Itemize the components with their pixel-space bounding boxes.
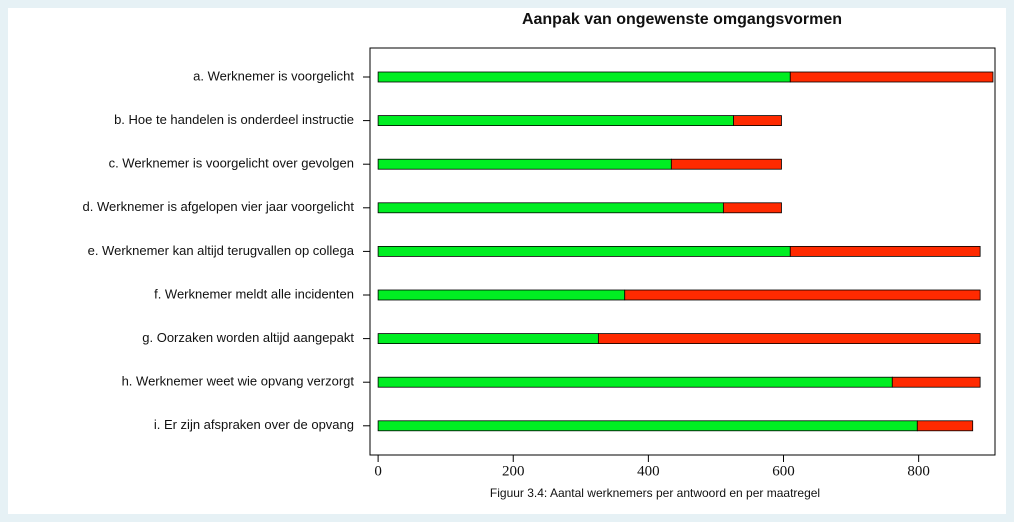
y-tick-label: b. Hoe te handelen is onderdeel instruct… bbox=[114, 112, 354, 127]
x-tick-label: 600 bbox=[772, 463, 795, 479]
bar-segment bbox=[670, 158, 782, 170]
bar-segment bbox=[916, 420, 974, 432]
bar-segment bbox=[377, 289, 626, 301]
chart-title: Aanpak van ongewenste omgangsvormen bbox=[522, 11, 842, 28]
y-tick-label: g. Oorzaken worden altijd aangepakt bbox=[142, 330, 354, 345]
y-tick-label: h. Werknemer weet wie opvang verzorgt bbox=[122, 374, 355, 389]
y-tick-label: d. Werknemer is afgelopen vier jaar voor… bbox=[83, 199, 355, 214]
y-tick-label: a. Werknemer is voorgelicht bbox=[193, 68, 354, 83]
x-tick-label: 200 bbox=[502, 463, 525, 479]
bar-segment bbox=[377, 115, 734, 126]
bar-segment bbox=[597, 333, 981, 345]
bar-segment bbox=[377, 333, 599, 345]
bar-segment bbox=[377, 202, 724, 214]
bar-segment bbox=[789, 71, 994, 83]
x-tick-label: 400 bbox=[637, 463, 660, 479]
y-tick-label: c. Werknemer is voorgelicht over gevolge… bbox=[109, 156, 354, 171]
panel bbox=[8, 8, 1006, 514]
bar-segment bbox=[377, 158, 672, 170]
bar-segment bbox=[733, 115, 782, 126]
y-tick-label: f. Werknemer meldt alle incidenten bbox=[154, 286, 354, 301]
bar-segment bbox=[722, 202, 782, 214]
caption: Figuur 3.4: Aantal werknemers per antwoo… bbox=[490, 486, 820, 500]
bar-segment bbox=[891, 376, 981, 388]
bar-segment bbox=[377, 71, 791, 83]
y-tick-label: i. Er zijn afspraken over de opvang bbox=[154, 417, 354, 432]
bar-segment bbox=[377, 376, 893, 388]
x-tick-label: 0 bbox=[374, 463, 382, 479]
bar-segment bbox=[377, 245, 791, 257]
bar-segment bbox=[624, 289, 981, 301]
y-tick-label: e. Werknemer kan altijd terugvallen op c… bbox=[88, 243, 355, 258]
bar-segment bbox=[789, 245, 981, 257]
x-tick-label: 800 bbox=[907, 463, 930, 479]
bar-segment bbox=[377, 420, 918, 432]
